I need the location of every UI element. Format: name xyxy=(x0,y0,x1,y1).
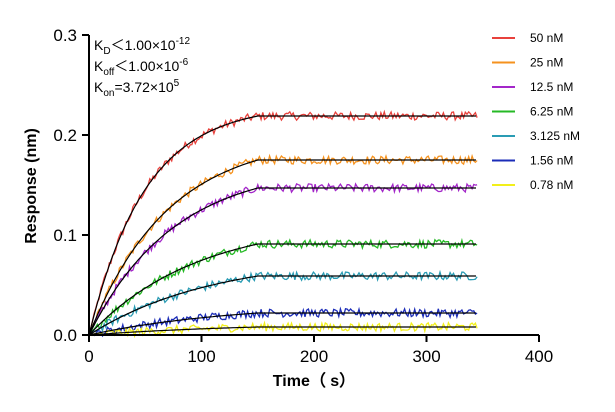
fit-curve xyxy=(88,115,476,336)
x-tick-label: 300 xyxy=(412,347,440,366)
y-tick-label: 0.0 xyxy=(53,326,77,345)
kd-value: ＜1.00×10 xyxy=(111,37,176,53)
legend-label: 0.78 nM xyxy=(530,178,573,192)
kon-symbol: K xyxy=(94,79,104,95)
x-tick-label: 0 xyxy=(84,347,93,366)
series-trace xyxy=(88,320,478,339)
legend-label: 50 nM xyxy=(530,31,563,45)
x-axis-title: Time（ s） xyxy=(273,372,355,390)
y-tick-label: 0.1 xyxy=(53,226,77,245)
fit-curve xyxy=(88,312,476,336)
kd-exponent: -12 xyxy=(176,36,191,47)
fit-curve xyxy=(88,159,476,336)
kon-subscript: on xyxy=(103,88,114,99)
series-trace xyxy=(88,269,478,336)
kd-subscript: D xyxy=(103,46,110,57)
legend-label: 12.5 nM xyxy=(530,80,573,94)
x-tick-label: 400 xyxy=(525,347,553,366)
y-tick-label: 0.3 xyxy=(53,26,77,45)
legend-label: 6.25 nM xyxy=(530,105,573,119)
y-tick-label: 0.2 xyxy=(53,126,77,145)
fit-curve xyxy=(88,243,476,336)
fit-curve xyxy=(88,187,476,336)
series-layer xyxy=(88,109,478,339)
x-tick-label: 100 xyxy=(187,347,215,366)
fit-curve xyxy=(88,326,476,336)
legend-label: 3.125 nM xyxy=(530,129,580,143)
y-axis-title: Response (nm) xyxy=(23,128,40,244)
legend-label: 1.56 nM xyxy=(530,154,573,168)
koff-exponent: -6 xyxy=(179,57,188,68)
kon-value: =3.72×10 xyxy=(114,79,173,95)
x-tick-label: 200 xyxy=(300,347,328,366)
kinetics-annotations: KD＜1.00×10-12 Koff＜1.00×10-6 Kon=3.72×10… xyxy=(94,36,190,99)
legend-label: 25 nM xyxy=(530,56,563,70)
kd-annotation: KD＜1.00×10-12 xyxy=(94,36,190,57)
fit-curve xyxy=(88,275,476,336)
series-trace xyxy=(88,109,478,336)
fit-layer xyxy=(88,115,476,336)
koff-value: ＜1.00×10 xyxy=(114,58,179,74)
koff-annotation: Koff＜1.00×10-6 xyxy=(94,57,189,78)
kon-exponent: 5 xyxy=(174,78,180,89)
koff-symbol: K xyxy=(94,58,104,74)
koff-subscript: off xyxy=(103,67,114,78)
ticks-layer: 0 100 200 300 400 0.0 0.1 0.2 0.3 xyxy=(53,26,553,366)
kd-symbol: K xyxy=(94,37,104,53)
legend: 50 nM 25 nM 12.5 nM 6.25 nM 3.125 nM 1.56 nM 0… xyxy=(492,31,580,192)
kon-annotation: Kon=3.72×105 xyxy=(94,78,180,99)
